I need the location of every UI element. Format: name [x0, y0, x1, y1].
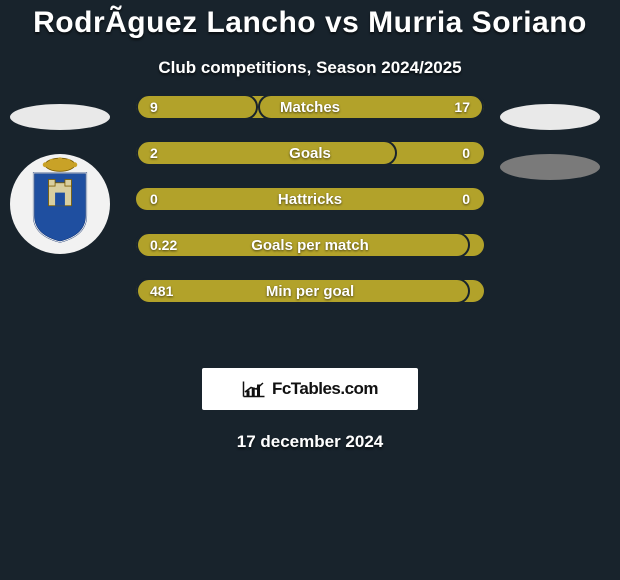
stat-row: 2 Goals 0 — [134, 140, 486, 166]
player-right-column — [500, 104, 600, 180]
stat-track: 2 Goals 0 — [134, 140, 486, 166]
stat-label: Matches — [280, 99, 340, 116]
player-left-column — [10, 104, 110, 254]
watermark: FcTables.com — [202, 368, 418, 410]
watermark-text: FcTables.com — [272, 379, 378, 399]
chart-icon — [242, 379, 266, 399]
crest-icon — [19, 154, 101, 246]
stat-row: 0 Hattricks 0 — [134, 186, 486, 212]
stat-label: Hattricks — [278, 191, 342, 208]
comparison-layout: 9Matches172Goals00Hattricks00.22Goals pe… — [0, 108, 620, 368]
stat-bars: 9 Matches 17 2 Goals 0 0 Hattricks 0 0.22 Goals pe… — [134, 94, 486, 324]
stat-row: 0.22 Goals per match — [134, 232, 486, 258]
subtitle: Club competitions, Season 2024/2025 — [0, 58, 620, 78]
stat-value-left: 2 — [150, 145, 158, 161]
stat-track: 481 Min per goal — [134, 278, 486, 304]
stat-fill-left — [136, 140, 397, 166]
stat-value-right: 0 — [462, 145, 470, 161]
stat-value-right: 17 — [454, 99, 470, 115]
player-right-placeholder-1 — [500, 104, 600, 130]
stat-track: 0 Hattricks 0 — [134, 186, 486, 212]
player-left-crest — [10, 154, 110, 254]
stat-label: Min per goal — [266, 283, 354, 300]
stat-label: Goals per match — [251, 237, 369, 254]
stat-row: 9 Matches 17 — [134, 94, 486, 120]
stat-value-left: 0 — [150, 191, 158, 207]
stat-row: 481 Min per goal — [134, 278, 486, 304]
stat-label: Goals — [289, 145, 331, 162]
stat-track: 0.22 Goals per match — [134, 232, 486, 258]
stat-value-left: 0.22 — [150, 237, 177, 253]
date: 17 december 2024 — [0, 432, 620, 452]
player-left-placeholder — [10, 104, 110, 130]
player-right-placeholder-2 — [500, 154, 600, 180]
stat-value-left: 9 — [150, 99, 158, 115]
page-title: RodrÃ­guez Lancho vs Murria Soriano — [0, 0, 620, 40]
stat-value-right: 0 — [462, 191, 470, 207]
stat-value-left: 481 — [150, 283, 173, 299]
stat-track: 9 Matches 17 — [134, 94, 486, 120]
